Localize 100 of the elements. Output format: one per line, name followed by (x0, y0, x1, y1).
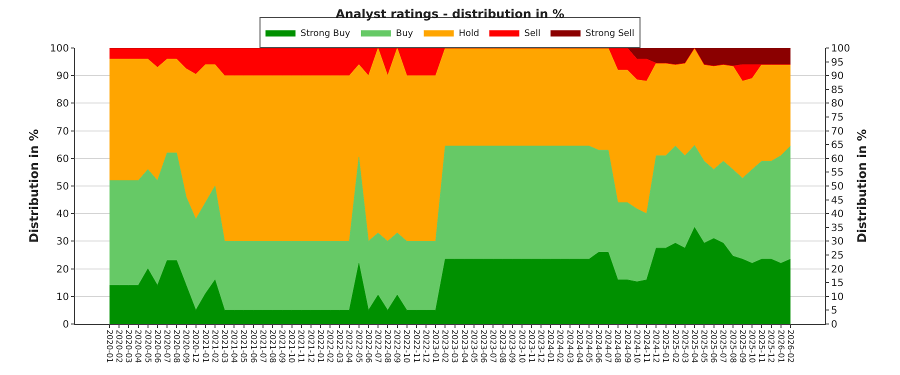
x-tick-label: 2020-04 (134, 330, 143, 364)
y-tick-label: 30 (56, 236, 69, 248)
x-tick-label: 2020-02 (114, 330, 124, 364)
y-axis-title: Distribution in % (27, 129, 42, 243)
y2-tick-label: 75 (831, 112, 844, 124)
x-tick-label: 2024-01 (546, 330, 556, 364)
x-tick-label: 2022-10 (402, 330, 412, 364)
legend-label: Sell (524, 29, 541, 40)
x-tick-label: 2020-01 (104, 330, 114, 364)
x-tick-label: 2023-05 (469, 330, 478, 364)
x-tick-label: 2025-08 (728, 330, 738, 364)
x-tick-label: 2021-11 (296, 330, 306, 364)
x-tick-label: 2023-11 (526, 330, 536, 364)
y2-tick-label: 10 (831, 292, 844, 303)
y2-axis-title: Distribution in % (854, 129, 869, 243)
x-tick-label: 2020-12 (191, 330, 200, 364)
x-tick-label: 2020-09 (182, 330, 191, 364)
x-tick-label: 2021-03 (220, 330, 230, 364)
x-tick-label: 2025-07 (718, 330, 728, 364)
y2-tick-label: 95 (831, 57, 844, 68)
x-tick-label: 2024-03 (565, 330, 574, 364)
x-tick-label: 2023-02 (440, 330, 450, 364)
x-tick-label: 2023-04 (460, 330, 469, 364)
x-tick-label: 2023-10 (517, 330, 526, 364)
x-tick-label: 2022-06 (364, 330, 373, 364)
x-tick-label: 2024-07 (604, 330, 613, 364)
x-tick-label: 2021-12 (306, 330, 316, 364)
y-tick-label: 100 (50, 44, 69, 54)
y2-tick-label: 40 (831, 209, 844, 220)
x-tick-label: 2022-08 (383, 330, 392, 364)
x-tick-label: 2023-03 (450, 330, 460, 364)
y2-tick-label: 80 (831, 98, 844, 110)
x-tick-label: 2026-02 (786, 330, 795, 364)
x-tick-label: 2021-10 (287, 330, 296, 364)
x-tick-label: 2020-03 (124, 330, 134, 364)
x-tick-label: 2020-05 (143, 330, 152, 364)
x-tick-label: 2023-12 (536, 330, 546, 364)
x-tick-label: 2024-11 (642, 330, 652, 364)
x-tick-label: 2025-03 (680, 330, 690, 364)
x-tick-label: 2023-06 (478, 330, 488, 364)
x-tick-label: 2025-10 (748, 330, 757, 364)
y2-tick-label: 35 (831, 222, 844, 234)
x-tick-label: 2024-12 (652, 330, 661, 364)
x-tick-label: 2022-09 (392, 330, 402, 364)
y2-tick-label: 100 (831, 44, 850, 54)
x-tick-label: 2020-08 (172, 330, 182, 364)
y-tick-label: 40 (56, 209, 69, 220)
legend-label: Strong Buy (300, 29, 351, 40)
x-tick-label: 2023-07 (488, 330, 498, 364)
y2-tick-label: 45 (831, 195, 844, 206)
legend-label: Hold (458, 29, 480, 40)
y2-tick-label: 85 (831, 84, 844, 96)
x-tick-label: 2021-06 (248, 330, 258, 364)
x-tick-label: 2021-04 (230, 330, 239, 364)
y-tick-label: 10 (56, 292, 69, 303)
y2-tick-label: 15 (831, 278, 844, 290)
x-tick-label: 2022-11 (412, 330, 421, 364)
x-tick-label: 2022-01 (316, 330, 325, 364)
y2-tick-label: 70 (831, 126, 844, 138)
x-tick-label: 2024-02 (556, 330, 565, 364)
y2-tick-label: 90 (831, 71, 844, 82)
y2-tick-label: 25 (831, 250, 844, 262)
x-tick-label: 2025-01 (661, 330, 670, 364)
legend-label: Buy (396, 29, 414, 40)
y2-tick-label: 30 (831, 236, 844, 248)
y-tick-label: 20 (56, 264, 69, 276)
x-tick-label: 2023-08 (498, 330, 508, 364)
x-tick-label: 2025-11 (757, 330, 766, 364)
y2-tick-label: 60 (831, 154, 844, 165)
x-tick-label: 2021-08 (268, 330, 277, 364)
x-tick-label: 2024-06 (594, 330, 604, 364)
y2-tick-label: 0 (831, 320, 838, 330)
x-tick-label: 2022-07 (373, 330, 382, 364)
legend-label: Strong Sell (586, 29, 634, 40)
x-tick-label: 2022-02 (326, 330, 335, 364)
y2-tick-label: 20 (831, 264, 844, 276)
x-tick-label: 2025-09 (738, 330, 747, 364)
y2-tick-label: 50 (831, 182, 844, 192)
x-tick-label: 2023-01 (431, 330, 440, 364)
x-tick-label: 2026-01 (776, 330, 786, 364)
x-tick-label: 2022-04 (344, 330, 354, 364)
x-tick-label: 2021-07 (258, 330, 268, 364)
x-tick-label: 2024-09 (622, 330, 632, 364)
x-tick-label: 2024-04 (574, 330, 584, 364)
x-tick-label: 2020-06 (152, 330, 162, 364)
y2-tick-label: 65 (831, 140, 844, 152)
x-tick-label: 2021-02 (210, 330, 220, 364)
x-tick-label: 2021-05 (239, 330, 248, 364)
x-tick-label: 2024-05 (584, 330, 594, 364)
y-tick-label: 80 (56, 98, 69, 110)
y-tick-label: 70 (56, 126, 69, 138)
y2-tick-label: 5 (831, 306, 838, 317)
x-tick-label: 2025-06 (709, 330, 718, 364)
y-tick-label: 90 (56, 71, 69, 82)
y-tick-label: 0 (62, 320, 69, 330)
y-tick-label: 50 (56, 182, 69, 192)
x-tick-label: 2020-07 (162, 330, 172, 364)
x-tick-label: 2021-01 (200, 330, 210, 364)
x-tick-label: 2025-02 (670, 330, 680, 364)
x-tick-label: 2023-09 (508, 330, 517, 364)
